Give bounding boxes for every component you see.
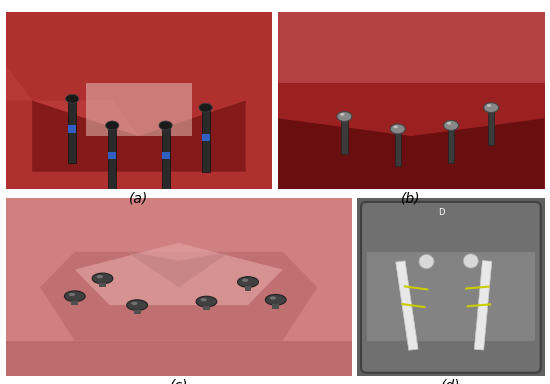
Circle shape <box>270 296 276 300</box>
Bar <box>202 109 210 172</box>
Circle shape <box>447 122 451 125</box>
Polygon shape <box>32 101 246 172</box>
Circle shape <box>65 94 79 103</box>
Bar <box>448 127 454 163</box>
Circle shape <box>64 291 85 301</box>
Bar <box>394 131 401 166</box>
Polygon shape <box>75 243 283 305</box>
Circle shape <box>419 254 434 269</box>
Polygon shape <box>6 12 272 189</box>
Bar <box>68 126 76 132</box>
Circle shape <box>106 121 119 130</box>
Text: D: D <box>438 208 445 217</box>
Bar <box>68 101 76 163</box>
Bar <box>134 310 141 314</box>
FancyBboxPatch shape <box>361 202 541 373</box>
Bar <box>108 152 116 159</box>
Circle shape <box>487 104 491 107</box>
Polygon shape <box>6 199 352 376</box>
Text: (d): (d) <box>441 378 460 384</box>
Circle shape <box>159 121 172 130</box>
Circle shape <box>393 126 398 128</box>
Bar <box>202 134 210 141</box>
Circle shape <box>242 279 249 282</box>
Circle shape <box>337 111 352 121</box>
Text: (a): (a) <box>129 191 149 205</box>
Bar <box>488 109 494 145</box>
Circle shape <box>340 113 344 116</box>
Polygon shape <box>126 252 230 287</box>
Circle shape <box>390 124 405 134</box>
Circle shape <box>265 295 286 305</box>
Circle shape <box>69 293 75 296</box>
Polygon shape <box>6 65 139 136</box>
Text: (b): (b) <box>402 191 421 205</box>
Circle shape <box>238 276 258 287</box>
Polygon shape <box>278 118 544 189</box>
Circle shape <box>92 273 113 284</box>
Polygon shape <box>358 199 544 376</box>
Bar <box>203 306 210 311</box>
Polygon shape <box>278 12 544 189</box>
Polygon shape <box>367 252 535 341</box>
Bar <box>245 286 251 291</box>
Bar <box>72 301 78 305</box>
Circle shape <box>196 296 217 307</box>
Bar <box>341 118 348 154</box>
Circle shape <box>444 121 459 131</box>
Polygon shape <box>86 83 192 136</box>
Text: (c): (c) <box>169 378 188 384</box>
Bar <box>272 304 279 309</box>
Circle shape <box>201 298 207 301</box>
Circle shape <box>463 254 478 268</box>
Circle shape <box>483 103 499 113</box>
Bar <box>474 261 492 350</box>
Bar <box>162 152 169 159</box>
Circle shape <box>97 275 103 278</box>
Polygon shape <box>6 341 352 376</box>
Bar <box>99 283 106 287</box>
Circle shape <box>131 302 138 305</box>
Bar <box>108 127 116 189</box>
Polygon shape <box>40 252 317 341</box>
Circle shape <box>126 300 147 311</box>
Polygon shape <box>278 12 544 83</box>
Bar <box>396 261 418 350</box>
Bar <box>162 127 169 189</box>
Circle shape <box>199 103 212 112</box>
